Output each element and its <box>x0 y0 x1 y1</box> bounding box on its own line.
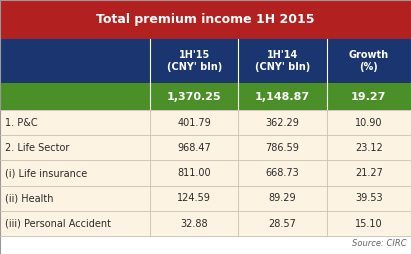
Text: 124.59: 124.59 <box>177 193 211 203</box>
Text: 89.29: 89.29 <box>269 193 296 203</box>
Bar <box>0 83 411 110</box>
Text: Total premium income 1H 2015: Total premium income 1H 2015 <box>96 13 315 26</box>
Text: 1H'15
(CNY' bln): 1H'15 (CNY' bln) <box>166 50 222 72</box>
Text: 1,370.25: 1,370.25 <box>167 92 222 102</box>
Bar <box>0 161 411 186</box>
Text: 1. P&C: 1. P&C <box>5 118 37 128</box>
Text: 19.27: 19.27 <box>351 92 387 102</box>
Bar <box>0 110 411 135</box>
Text: (i) Life insurance: (i) Life insurance <box>5 168 87 178</box>
Text: 1,148.87: 1,148.87 <box>255 92 310 102</box>
Text: 2. Life Sector: 2. Life Sector <box>5 143 69 153</box>
Text: 23.12: 23.12 <box>355 143 383 153</box>
Text: Growth
(%): Growth (%) <box>349 50 389 72</box>
Text: (ii) Health: (ii) Health <box>5 193 53 203</box>
Text: Source: CIRC: Source: CIRC <box>352 239 407 248</box>
Bar <box>0 135 411 161</box>
Text: 15.10: 15.10 <box>355 219 383 229</box>
Text: 21.27: 21.27 <box>355 168 383 178</box>
Text: 968.47: 968.47 <box>177 143 211 153</box>
Text: 786.59: 786.59 <box>266 143 300 153</box>
Text: 10.90: 10.90 <box>355 118 383 128</box>
Text: 401.79: 401.79 <box>177 118 211 128</box>
Bar <box>0 186 411 211</box>
Text: 39.53: 39.53 <box>355 193 383 203</box>
Text: 28.57: 28.57 <box>269 219 296 229</box>
Text: 362.29: 362.29 <box>266 118 300 128</box>
Text: 1H'14
(CNY' bln): 1H'14 (CNY' bln) <box>255 50 310 72</box>
Text: 668.73: 668.73 <box>266 168 300 178</box>
Bar <box>0 0 411 39</box>
Bar <box>0 39 411 83</box>
Text: (iii) Personal Accident: (iii) Personal Accident <box>5 219 111 229</box>
Text: 811.00: 811.00 <box>178 168 211 178</box>
Bar <box>0 211 411 236</box>
Text: 32.88: 32.88 <box>180 219 208 229</box>
